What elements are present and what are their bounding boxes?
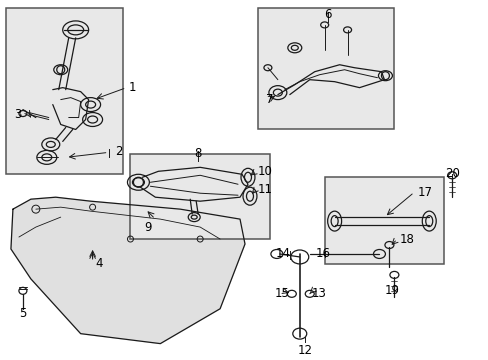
Text: 2: 2 xyxy=(115,145,123,158)
Text: 19: 19 xyxy=(384,284,399,297)
Text: 7: 7 xyxy=(265,93,273,106)
Bar xyxy=(324,177,443,264)
Text: 14: 14 xyxy=(275,247,290,260)
Bar xyxy=(6,8,123,174)
Text: 9: 9 xyxy=(144,221,152,234)
Text: 16: 16 xyxy=(315,247,329,260)
Text: 12: 12 xyxy=(297,343,312,357)
Text: 6: 6 xyxy=(323,8,331,21)
Text: 8: 8 xyxy=(194,147,202,161)
Text: 11: 11 xyxy=(257,183,272,196)
Text: 18: 18 xyxy=(399,233,413,246)
Text: 4: 4 xyxy=(96,257,103,270)
Bar xyxy=(130,154,269,239)
Polygon shape xyxy=(11,197,244,343)
Text: 5: 5 xyxy=(19,307,26,320)
Bar xyxy=(257,8,394,130)
Text: 13: 13 xyxy=(311,287,326,300)
Text: 3: 3 xyxy=(14,108,21,121)
Text: 10: 10 xyxy=(257,165,272,178)
Text: 1: 1 xyxy=(128,81,136,94)
Text: 20: 20 xyxy=(444,167,459,180)
Text: 15: 15 xyxy=(274,287,289,300)
Text: 17: 17 xyxy=(416,186,431,199)
